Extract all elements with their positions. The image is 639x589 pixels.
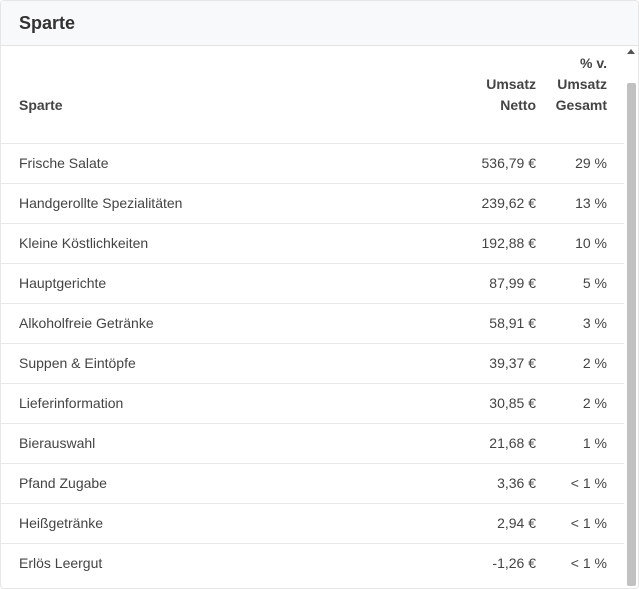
card-header: Sparte xyxy=(1,1,638,46)
scroll-up-arrow-icon[interactable] xyxy=(627,49,635,54)
cell-umsatz-netto: 58,91 € xyxy=(489,315,536,331)
cell-sparte: Lieferinformation xyxy=(19,395,124,411)
cell-sparte: Suppen & Eintöpfe xyxy=(19,355,136,371)
cell-umsatz-pct: 10 % xyxy=(575,235,607,251)
cell-umsatz-netto: 3,36 € xyxy=(497,475,536,491)
cell-sparte: Kleine Köstlichkeiten xyxy=(19,235,149,251)
table-row[interactable]: Bierauswahl 21,68 € 1 % xyxy=(1,423,624,463)
table-row[interactable]: Erlös Leergut -1,26 € < 1 % xyxy=(1,543,624,583)
cell-umsatz-pct: < 1 % xyxy=(570,555,607,571)
table-row[interactable]: Alkoholfreie Getränke 58,91 € 3 % xyxy=(1,303,624,343)
cell-sparte: Bierauswahl xyxy=(19,435,96,451)
cell-umsatz-netto: 39,37 € xyxy=(489,355,536,371)
table-row[interactable]: Hauptgerichte 87,99 € 5 % xyxy=(1,263,624,303)
cell-umsatz-netto: 87,99 € xyxy=(489,275,536,291)
cell-sparte: Alkoholfreie Getränke xyxy=(19,315,154,331)
cell-umsatz-netto: 30,85 € xyxy=(489,395,536,411)
column-header-sparte[interactable]: Sparte xyxy=(19,97,63,113)
table-row[interactable]: Kleine Köstlichkeiten 192,88 € 10 % xyxy=(1,223,624,263)
cell-sparte: Frische Salate xyxy=(19,155,109,171)
cell-umsatz-netto: 536,79 € xyxy=(481,155,537,171)
cell-sparte: Handgerollte Spezialitäten xyxy=(19,195,183,211)
cell-umsatz-pct: 29 % xyxy=(575,155,607,171)
cell-sparte: Heißgetränke xyxy=(19,515,104,531)
cell-sparte: Erlös Leergut xyxy=(19,555,103,571)
table-row[interactable]: Suppen & Eintöpfe 39,37 € 2 % xyxy=(1,343,624,383)
sparte-table[interactable]: Sparte Umsatz Netto % v. Umsatz Gesamt F… xyxy=(1,47,624,588)
table-row[interactable]: Lieferinformation 30,85 € 2 % xyxy=(1,383,624,423)
cell-umsatz-netto: 2,94 € xyxy=(497,515,536,531)
cell-umsatz-pct: 2 % xyxy=(582,395,607,411)
cell-umsatz-pct: 2 % xyxy=(582,355,607,371)
table-row[interactable]: Heißgetränke 2,94 € < 1 % xyxy=(1,503,624,543)
cell-umsatz-pct: < 1 % xyxy=(570,475,607,491)
cell-umsatz-netto: 192,88 € xyxy=(481,235,537,251)
cell-umsatz-netto: -1,26 € xyxy=(492,555,536,571)
cell-umsatz-netto: 21,68 € xyxy=(489,435,536,451)
cell-umsatz-pct: 5 % xyxy=(582,275,607,291)
vertical-scrollbar[interactable] xyxy=(624,47,638,588)
table-header: Sparte Umsatz Netto % v. Umsatz Gesamt xyxy=(1,47,624,129)
cell-sparte: Hauptgerichte xyxy=(19,275,107,291)
cell-umsatz-pct: 1 % xyxy=(582,435,607,451)
table-body: Frische Salate 536,79 € 29 % Handgerollte S… xyxy=(1,117,624,583)
table-row[interactable]: Frische Salate 536,79 € 29 % xyxy=(1,143,624,183)
cell-umsatz-pct: 3 % xyxy=(582,315,607,331)
cell-umsatz-pct: 13 % xyxy=(575,195,607,211)
scroll-fade xyxy=(1,121,624,141)
column-header-umsatz-netto[interactable]: Umsatz Netto xyxy=(486,76,536,113)
cell-sparte: Pfand Zugabe xyxy=(19,475,107,491)
cell-umsatz-netto: 239,62 € xyxy=(481,195,537,211)
table-row[interactable]: Handgerollte Spezialitäten 239,62 € 13 % xyxy=(1,183,624,223)
scrollbar-thumb[interactable] xyxy=(627,83,636,586)
column-header-umsatz-gesamt-pct[interactable]: % v. Umsatz Gesamt xyxy=(555,55,607,113)
cell-umsatz-pct: < 1 % xyxy=(570,515,607,531)
card-title: Sparte xyxy=(19,12,76,33)
table-row[interactable]: Pfand Zugabe 3,36 € < 1 % xyxy=(1,463,624,503)
